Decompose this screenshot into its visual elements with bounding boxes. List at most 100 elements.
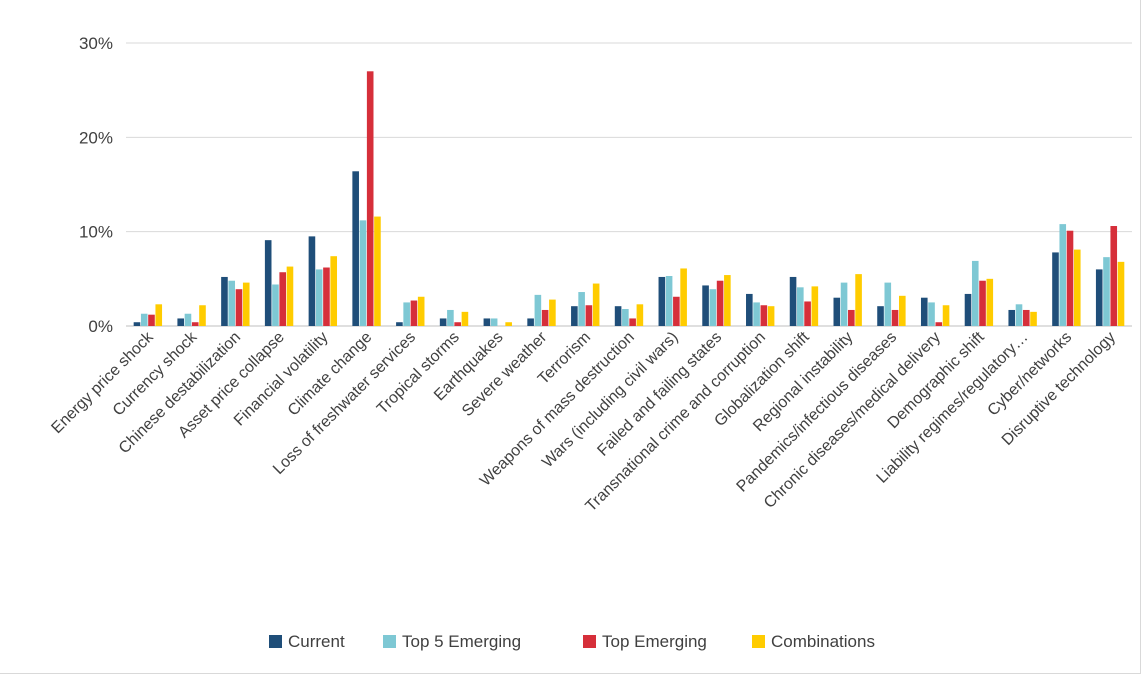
bar-current [264,240,272,326]
bar-current [1052,252,1059,326]
bar-current [920,297,928,326]
bar-top-emerging [760,305,768,326]
legend-swatch [752,635,765,648]
bar-combinations [855,274,862,326]
legend-swatch [583,635,596,648]
legend-swatch [383,635,396,648]
bar-top-emerging [716,280,724,326]
legend: Current Top 5 Emerging Top Emerging Combina… [269,632,875,651]
bar-top-5-emerging [272,284,279,326]
bar-top-emerging [1022,309,1030,326]
gridlines [126,42,1132,327]
bar-top-5-emerging [840,282,848,326]
bar-combinations [242,282,250,326]
bar-top-emerging [541,309,549,326]
bar-current [833,297,841,326]
bar-current [658,276,666,326]
bar-current [571,306,578,326]
bar-combinations [724,275,731,326]
bar-top-5-emerging [622,309,629,326]
bar-top-5-emerging [403,302,410,326]
bar-top-5-emerging [1015,304,1023,326]
bar-combinations [636,304,644,326]
legend-label: Top 5 Emerging [402,632,521,651]
bar-current [133,322,141,326]
bar-top-5-emerging [490,318,498,326]
y-tick-label: 0% [88,317,113,336]
bar-top-5-emerging [447,309,454,326]
bar-top-emerging [891,309,899,326]
y-tick-label: 10% [79,223,113,242]
bar-top-emerging [235,289,243,326]
bar-top-5-emerging [1059,224,1067,326]
bar-current [221,276,228,326]
bar-top-5-emerging [884,282,892,326]
bars [133,71,1125,326]
y-tick-label: 20% [79,128,113,147]
bar-top-5-emerging [1103,257,1110,326]
bar-top-5-emerging [184,313,192,326]
bar-combinations [986,278,994,326]
bar-combinations [1073,249,1081,326]
bar-top-5-emerging [578,292,585,326]
bar-combinations [899,295,906,326]
bar-top-5-emerging [534,294,542,326]
bar-combinations [942,305,950,326]
bar-top-5-emerging [709,289,717,326]
bar-current [614,306,622,326]
bar-current [789,276,797,326]
bar-top-emerging [279,272,287,326]
legend-label: Combinations [771,632,875,651]
legend-label: Top Emerging [602,632,707,651]
bar-combinations [767,306,775,326]
bar-combinations [1030,311,1037,326]
bar-combinations [461,311,469,326]
bar-top-emerging [585,305,593,326]
bar-top-emerging [935,322,943,326]
bar-combinations [374,216,381,326]
bar-top-5-emerging [359,220,367,326]
bar-top-emerging [1066,230,1074,326]
bar-top-emerging [410,300,418,326]
bar-top-5-emerging [665,276,673,326]
bar-current [439,318,447,326]
bar-top-emerging [323,267,330,326]
bar-combinations [811,286,819,326]
bar-current [1008,309,1016,326]
bar-current [308,236,316,326]
bar-combinations [549,299,556,326]
bar-top-5-emerging [753,302,760,326]
bar-top-emerging [979,280,986,326]
legend-label: Current [288,632,345,651]
bar-current [483,318,491,326]
bar-current [1095,269,1103,326]
bar-top-emerging [454,322,461,326]
bar-combinations [505,322,512,326]
bar-combinations [680,268,687,326]
bar-combinations [330,256,338,326]
legend-swatch [269,635,282,648]
bar-top-emerging [804,301,811,326]
bar-current [746,293,753,326]
bar-current [396,322,403,326]
bar-top-emerging [629,318,636,326]
bar-top-emerging [848,309,855,326]
bar-top-5-emerging [228,280,236,326]
bar-top-emerging [1110,226,1118,326]
bar-current [352,171,359,326]
bar-current [964,293,972,326]
y-tick-label: 30% [79,34,113,53]
bar-top-5-emerging [315,269,323,326]
bar-top-emerging [366,71,374,326]
bar-current [527,318,534,326]
bar-combinations [155,304,163,326]
bar-top-5-emerging [928,302,935,326]
category-label: Pandemics/infectious diseases [734,329,901,496]
bar-top-5-emerging [971,260,979,326]
bar-combinations [286,266,294,326]
bar-top-emerging [148,314,155,326]
bar-top-emerging [191,322,199,326]
